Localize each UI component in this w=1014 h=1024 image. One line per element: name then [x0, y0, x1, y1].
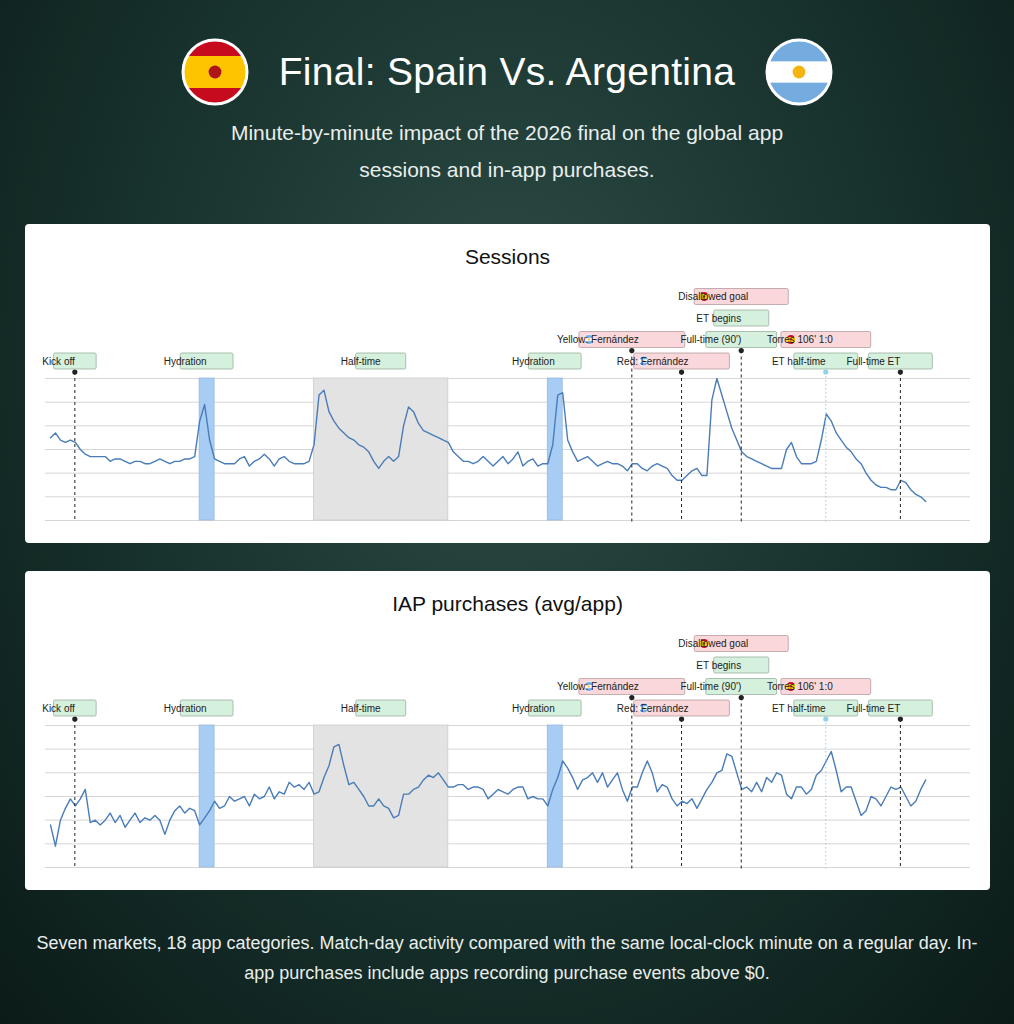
svg-text:Full-time (90'): Full-time (90'): [680, 681, 741, 692]
svg-text:Yellow: Fernández: Yellow: Fernández: [557, 681, 639, 692]
svg-text:Red: Fernández: Red: Fernández: [617, 356, 689, 367]
svg-text:ET half-time: ET half-time: [772, 356, 826, 367]
svg-text:Full-time ET: Full-time ET: [846, 356, 900, 367]
svg-text:Hydration: Hydration: [164, 703, 207, 714]
svg-text:Kick off: Kick off: [42, 356, 75, 367]
svg-text:Full-time ET: Full-time ET: [846, 703, 900, 714]
svg-text:Half-time: Half-time: [341, 356, 381, 367]
svg-text:Hydration: Hydration: [512, 703, 555, 714]
svg-text:Half-time: Half-time: [341, 703, 381, 714]
svg-text:Kick off: Kick off: [42, 703, 75, 714]
svg-text:Full-time (90'): Full-time (90'): [680, 334, 741, 345]
html-text:Final: Spain Vs. Argentina: Final: Spain Vs. Argentina: [278, 50, 736, 93]
html-text:Seven markets, 18 app categori: Seven markets, 18 app categories. Match-…: [36, 933, 978, 983]
svg-text:Red: Fernández: Red: Fernández: [617, 703, 689, 714]
svg-text:Yellow: Fernández: Yellow: Fernández: [557, 334, 639, 345]
html-text:Minute-by-minute impact of the: Minute-by-minute impact of the 2026 fina…: [230, 121, 784, 181]
html-text:Sessions: Sessions: [464, 245, 551, 268]
svg-text:Disallowed goal: Disallowed goal: [678, 291, 748, 302]
svg-text:Disallowed goal: Disallowed goal: [678, 638, 748, 649]
svg-text:Hydration: Hydration: [164, 356, 207, 367]
svg-text:Hydration: Hydration: [512, 356, 555, 367]
svg-text:Torres 106' 1:0: Torres 106' 1:0: [767, 681, 833, 692]
svg-text:ET half-time: ET half-time: [772, 703, 826, 714]
svg-text:ET begins: ET begins: [696, 313, 741, 324]
svg-text:Torres 106' 1:0: Torres 106' 1:0: [767, 334, 833, 345]
svg-text:ET begins: ET begins: [696, 660, 741, 671]
html-text:IAP purchases (avg/app): IAP purchases (avg/app): [392, 592, 623, 615]
